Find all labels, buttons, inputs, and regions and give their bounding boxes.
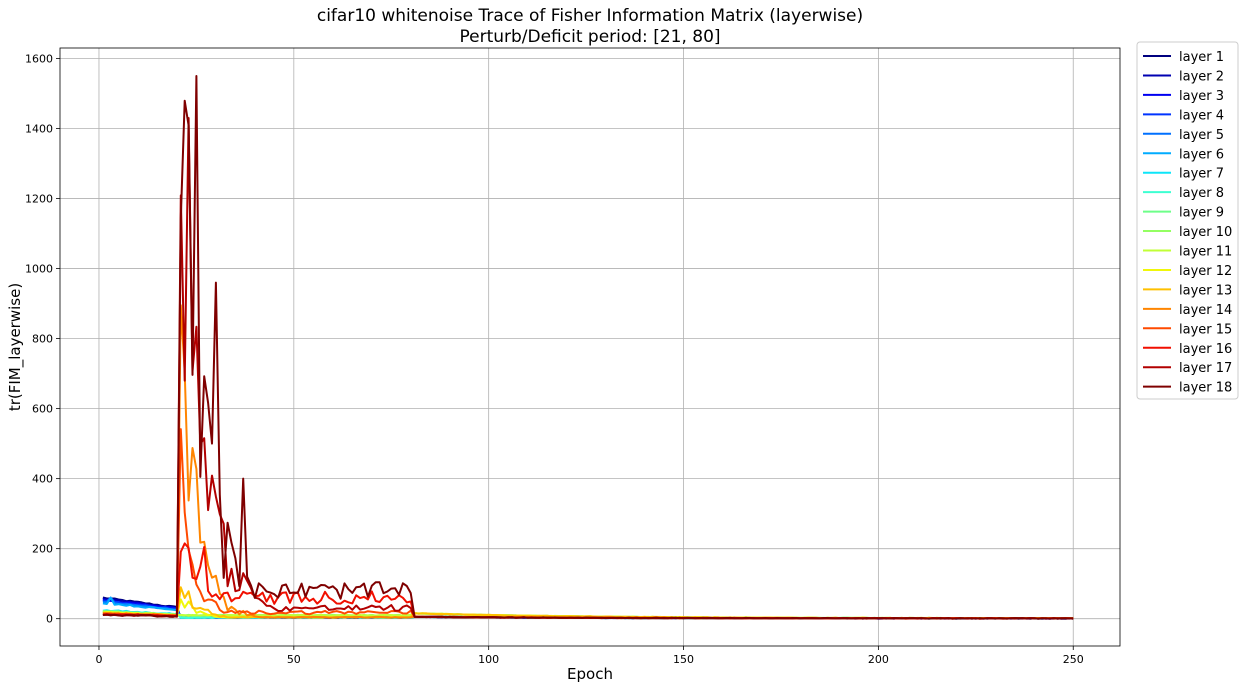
- legend-label: layer 17: [1179, 361, 1232, 376]
- y-axis-label: tr(FIM_layerwise): [6, 283, 25, 411]
- y-tick-label: 600: [32, 403, 53, 416]
- y-tick-label: 1600: [25, 53, 53, 66]
- grid-lines: [60, 48, 1120, 646]
- legend-label: layer 11: [1179, 245, 1232, 260]
- legend-label: layer 8: [1179, 186, 1224, 201]
- x-tick-label: 150: [673, 653, 694, 666]
- y-tick-label: 1400: [25, 123, 53, 136]
- series-line-15: [102, 428, 1074, 620]
- legend-label: layer 1: [1179, 50, 1224, 65]
- axis-ticks: 0 50 100 150 200 250 0 200 400 600 800 1000 1200 1400…: [25, 53, 1084, 666]
- series-line-14: [102, 304, 1074, 620]
- legend-label: layer 2: [1179, 69, 1224, 84]
- series-line-18: [102, 75, 1074, 620]
- series-line-13: [102, 586, 1074, 620]
- series-line-17: [102, 117, 1074, 620]
- x-tick-label: 0: [95, 653, 102, 666]
- legend-label: layer 7: [1179, 167, 1224, 182]
- legend-label: layer 13: [1179, 283, 1232, 298]
- y-tick-label: 0: [46, 613, 53, 626]
- x-tick-label: 100: [478, 653, 499, 666]
- legend-label: layer 6: [1179, 147, 1224, 162]
- x-axis-label: Epoch: [567, 665, 613, 683]
- chart-title: cifar10 whitenoise Trace of Fisher Infor…: [317, 6, 863, 26]
- legend-label: layer 12: [1179, 264, 1232, 279]
- y-tick-label: 400: [32, 473, 53, 486]
- legend: layer 1 layer 2 layer 3 layer 4 layer 5 layer…: [1136, 41, 1239, 400]
- x-tick-label: 200: [868, 653, 889, 666]
- legend-label: layer 18: [1179, 381, 1232, 396]
- legend-label: layer 9: [1179, 206, 1224, 221]
- x-tick-label: 250: [1063, 653, 1084, 666]
- legend-label: layer 5: [1179, 128, 1224, 143]
- legend-label: layer 10: [1179, 225, 1232, 240]
- plot-frame: [59, 47, 1121, 647]
- x-tick-label: 50: [287, 653, 301, 666]
- y-tick-label: 800: [32, 333, 53, 346]
- legend-label: layer 3: [1179, 89, 1224, 104]
- y-tick-label: 1200: [25, 193, 53, 206]
- y-tick-label: 200: [32, 543, 53, 556]
- legend-label: layer 14: [1179, 303, 1232, 318]
- series-lines: [102, 75, 1074, 620]
- legend-label: layer 15: [1179, 322, 1232, 337]
- legend-label: layer 16: [1179, 342, 1232, 357]
- chart-subtitle: Perturb/Deficit period: [21, 80]: [459, 27, 720, 47]
- y-tick-label: 1000: [25, 263, 53, 276]
- legend-label: layer 4: [1179, 108, 1224, 123]
